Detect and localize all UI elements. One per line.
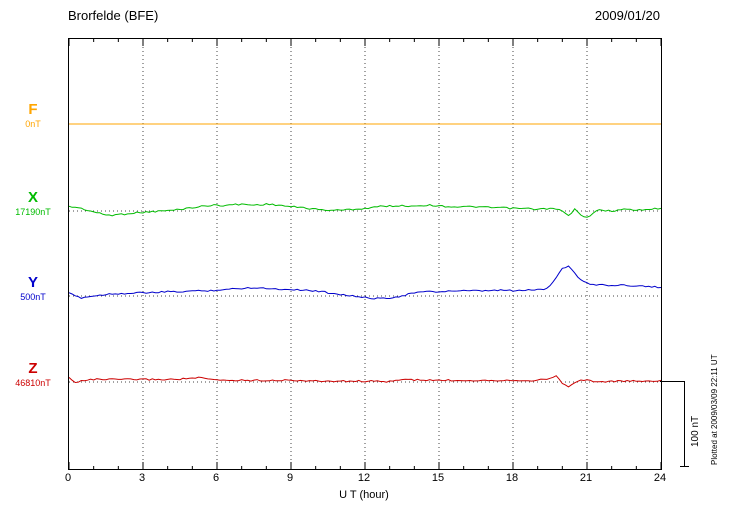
channel-name-z: Z [28,360,38,377]
channel-baseline-f: 0nT [25,119,41,129]
xtick-12: 12 [357,472,371,484]
xtick-18: 18 [505,472,519,484]
station-title: Brorfelde (BFE) [68,8,159,23]
channel-label-x: X 17190nT [2,190,64,220]
xtick-6: 6 [212,472,220,484]
xtick-9: 9 [286,472,294,484]
channel-label-f: F 0nT [2,102,64,132]
scale-bar-top-cap [660,381,684,382]
scale-bar-label: 100 nT [690,415,701,447]
xtick-21: 21 [579,472,593,484]
channel-label-y: Y 500nT [2,275,64,305]
observation-date: 2009/01/20 [594,8,660,23]
scale-bar-bottom-cap [680,466,689,467]
channel-baseline-x: 17190nT [15,207,51,217]
channel-baseline-y: 500nT [20,292,46,302]
trace-x [69,203,661,218]
channel-name-y: Y [27,274,38,291]
xtick-3: 3 [138,472,146,484]
scale-bar [684,381,685,466]
trace-z [69,375,661,388]
channel-name-x: X [27,189,38,206]
plot-frame [68,38,662,470]
channel-label-z: Z 46810nT [2,361,64,391]
xtick-0: 0 [64,472,72,484]
plot-area [69,39,661,469]
channel-name-f: F [28,101,38,118]
x-axis-label: U T (hour) [339,489,389,501]
channel-baseline-z: 46810nT [15,378,51,388]
xtick-15: 15 [431,472,445,484]
trace-y [69,265,661,300]
plotted-at-note: Plotted at 2009/03/09 22:11 UT [710,354,719,465]
xtick-24: 24 [653,472,667,484]
